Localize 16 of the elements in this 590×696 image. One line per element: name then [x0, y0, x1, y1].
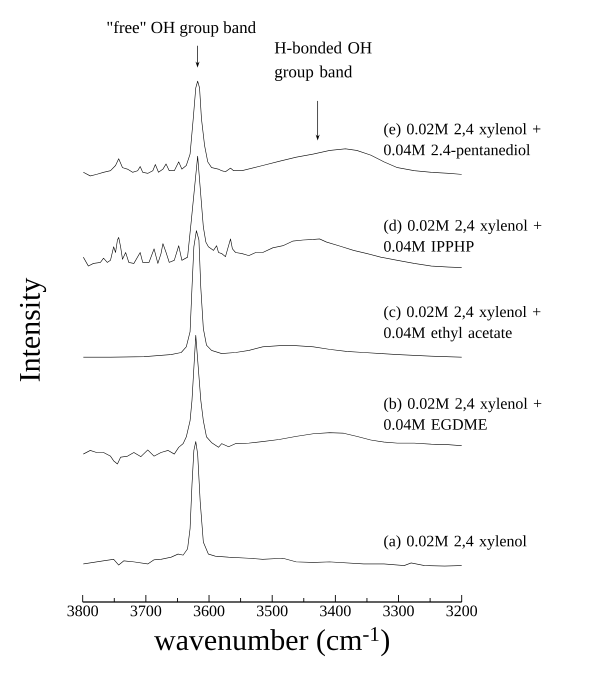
series-label: (c) 0.02M 2,4 xylenol + 0.04M ethyl acetate [384, 306, 540, 342]
series-label: (d) 0.02M 2,4 xylenol + 0.04M IPPHP [384, 220, 542, 252]
x-tick-label: 3700 [130, 606, 162, 616]
series-label: (b) 0.02M 2,4 xylenol + 0.04M EGDME [384, 398, 542, 430]
text: H-bonded OH group band [274, 42, 372, 81]
text: "free" OH group band [107, 21, 256, 37]
x-tick-label: 3200 [446, 606, 478, 616]
x-tick-label: 3300 [383, 606, 414, 616]
y-axis-title: Intensity [20, 278, 46, 382]
x-tick-label: 3800 [68, 606, 98, 616]
x-tick-label: 3500 [257, 606, 288, 616]
series-label: (e) 0.02M 2,4 xylenol + 0.04M 2.4-pentanediol [384, 123, 540, 159]
series-label: (a) 0.02M 2,4 xylenol [384, 535, 527, 550]
x-axis-title: wavenumber (cm$^{-1}$) [154, 627, 389, 656]
x-tick-label: 3600 [194, 606, 224, 616]
x-tick-label: 3400 [320, 606, 351, 616]
